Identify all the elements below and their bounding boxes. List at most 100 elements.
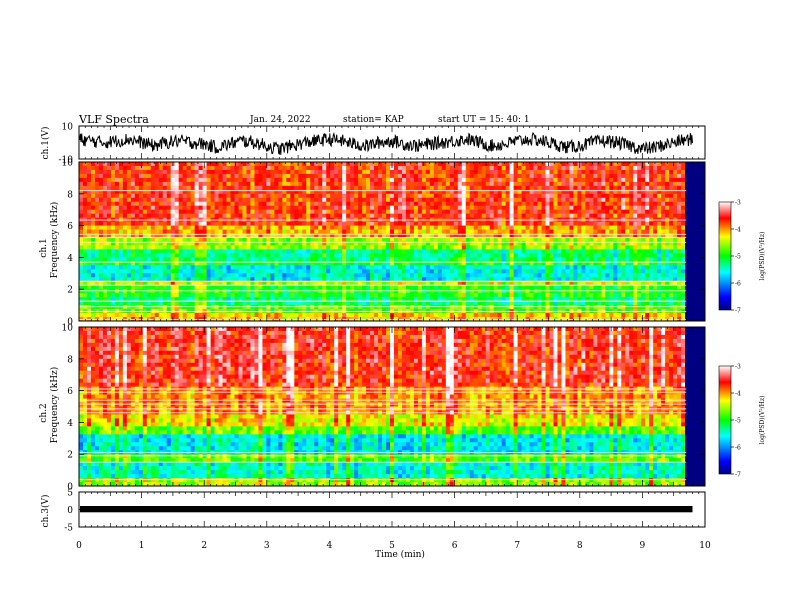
spectrogram-cell xyxy=(557,214,561,218)
spectrogram-cell xyxy=(362,273,366,277)
spectrogram-cell xyxy=(95,206,99,210)
spectrogram-cell xyxy=(494,273,498,277)
spectrogram-cell xyxy=(195,198,199,202)
spectrogram-cell xyxy=(187,198,191,202)
spectrogram-cell xyxy=(550,174,554,178)
spectrogram-cell xyxy=(354,174,358,178)
spectrogram-cell xyxy=(641,202,645,206)
spectrogram-cell xyxy=(526,222,530,226)
spectrogram-cell xyxy=(681,214,685,218)
spectrogram-cell xyxy=(434,178,438,182)
spectrogram-cell xyxy=(250,166,254,170)
spectrogram-cell xyxy=(474,202,478,206)
spectrogram-cell xyxy=(231,285,235,289)
spectrogram-cell xyxy=(550,182,554,186)
spectrogram-cell xyxy=(334,222,338,226)
spectrogram-cell xyxy=(191,265,195,269)
spectrogram-cell xyxy=(609,198,613,202)
spectrogram-cell xyxy=(446,257,450,261)
spectrogram-cell xyxy=(386,182,390,186)
spectrogram-cell xyxy=(597,269,601,273)
spectrogram-cell xyxy=(151,257,155,261)
spectrogram-cell xyxy=(470,166,474,170)
spectrogram-cell xyxy=(175,230,179,234)
spectrogram-cell xyxy=(585,238,589,242)
spectrogram-cell xyxy=(318,285,322,289)
spectrogram-cell xyxy=(589,162,593,166)
spectrogram-cell xyxy=(538,178,542,182)
spectrogram-cell xyxy=(79,194,83,198)
spectrogram-cell xyxy=(565,166,569,170)
spectrogram-cell xyxy=(135,202,139,206)
spectrogram-cell xyxy=(227,269,231,273)
spectrogram-cell xyxy=(282,170,286,174)
spectrogram-cell xyxy=(585,194,589,198)
spectrogram-cell xyxy=(661,273,665,277)
spectrogram-cell xyxy=(506,206,510,210)
spectrogram-cell xyxy=(258,182,262,186)
spectrogram-cell xyxy=(91,174,95,178)
spectrogram-cell xyxy=(474,285,478,289)
spectrogram-cell xyxy=(557,222,561,226)
spectrogram-cell xyxy=(565,238,569,242)
spectrogram-cell xyxy=(278,210,282,214)
spectrogram-cell xyxy=(418,257,422,261)
spectrogram-cell xyxy=(131,238,135,242)
spectrogram-cell xyxy=(119,186,123,190)
spectrogram-cell xyxy=(601,170,605,174)
spectrogram-cell xyxy=(358,226,362,230)
spectrogram-cell xyxy=(250,253,254,257)
spectrogram-cell xyxy=(258,178,262,182)
spectrogram-cell xyxy=(697,277,701,281)
spectrogram-cell xyxy=(135,174,139,178)
spectrogram-cell xyxy=(99,238,103,242)
spectrogram-cell xyxy=(262,182,266,186)
spectrogram-cell xyxy=(470,265,474,269)
spectrogram-cell xyxy=(553,269,557,273)
spectrogram-cell xyxy=(91,249,95,253)
spectrogram-cell xyxy=(657,253,661,257)
spectrogram-cell xyxy=(398,198,402,202)
spectrogram-cell xyxy=(334,245,338,249)
spectrogram-cell xyxy=(490,170,494,174)
spectrogram-cell xyxy=(306,170,310,174)
spectrogram-cell xyxy=(266,273,270,277)
spectrogram-cell xyxy=(107,249,111,253)
spectrogram-cell xyxy=(242,174,246,178)
spectrogram-cell xyxy=(661,186,665,190)
spectrogram-cell xyxy=(609,186,613,190)
spectrogram-cell xyxy=(286,238,290,242)
spectrogram-cell xyxy=(219,245,223,249)
spectrogram-cell xyxy=(681,206,685,210)
spectrogram-cell xyxy=(534,202,538,206)
spectrogram-cell xyxy=(629,222,633,226)
spectrogram-cell xyxy=(199,182,203,186)
spectrogram-cell xyxy=(446,202,450,206)
spectrogram-cell xyxy=(494,178,498,182)
spectrogram-cell xyxy=(135,285,139,289)
spectrogram-cell xyxy=(430,182,434,186)
spectrogram-cell xyxy=(442,166,446,170)
spectrogram-cell xyxy=(406,186,410,190)
spectrogram-cell xyxy=(530,265,534,269)
spectrogram-cell xyxy=(410,170,414,174)
spectrogram-cell xyxy=(538,198,542,202)
spectrogram-cell xyxy=(685,198,689,202)
spectrogram-cell xyxy=(370,198,374,202)
spectrogram-cell xyxy=(625,230,629,234)
spectrogram-cell xyxy=(262,245,266,249)
spectrogram-cell xyxy=(262,210,266,214)
spectrogram-cell xyxy=(518,285,522,289)
spectrogram-cell xyxy=(577,178,581,182)
spectrogram-cell xyxy=(131,166,135,170)
spectrogram-cell xyxy=(262,238,266,242)
spectrogram-cell xyxy=(314,174,318,178)
spectrogram-cell xyxy=(673,206,677,210)
spectrogram-cell xyxy=(498,178,502,182)
spectrogram-cell xyxy=(462,257,466,261)
spectrogram-cell xyxy=(386,210,390,214)
spectrogram-cell xyxy=(577,194,581,198)
spectrogram-cell xyxy=(434,253,438,257)
spectrogram-cell xyxy=(502,198,506,202)
spectrogram-cell xyxy=(314,186,318,190)
